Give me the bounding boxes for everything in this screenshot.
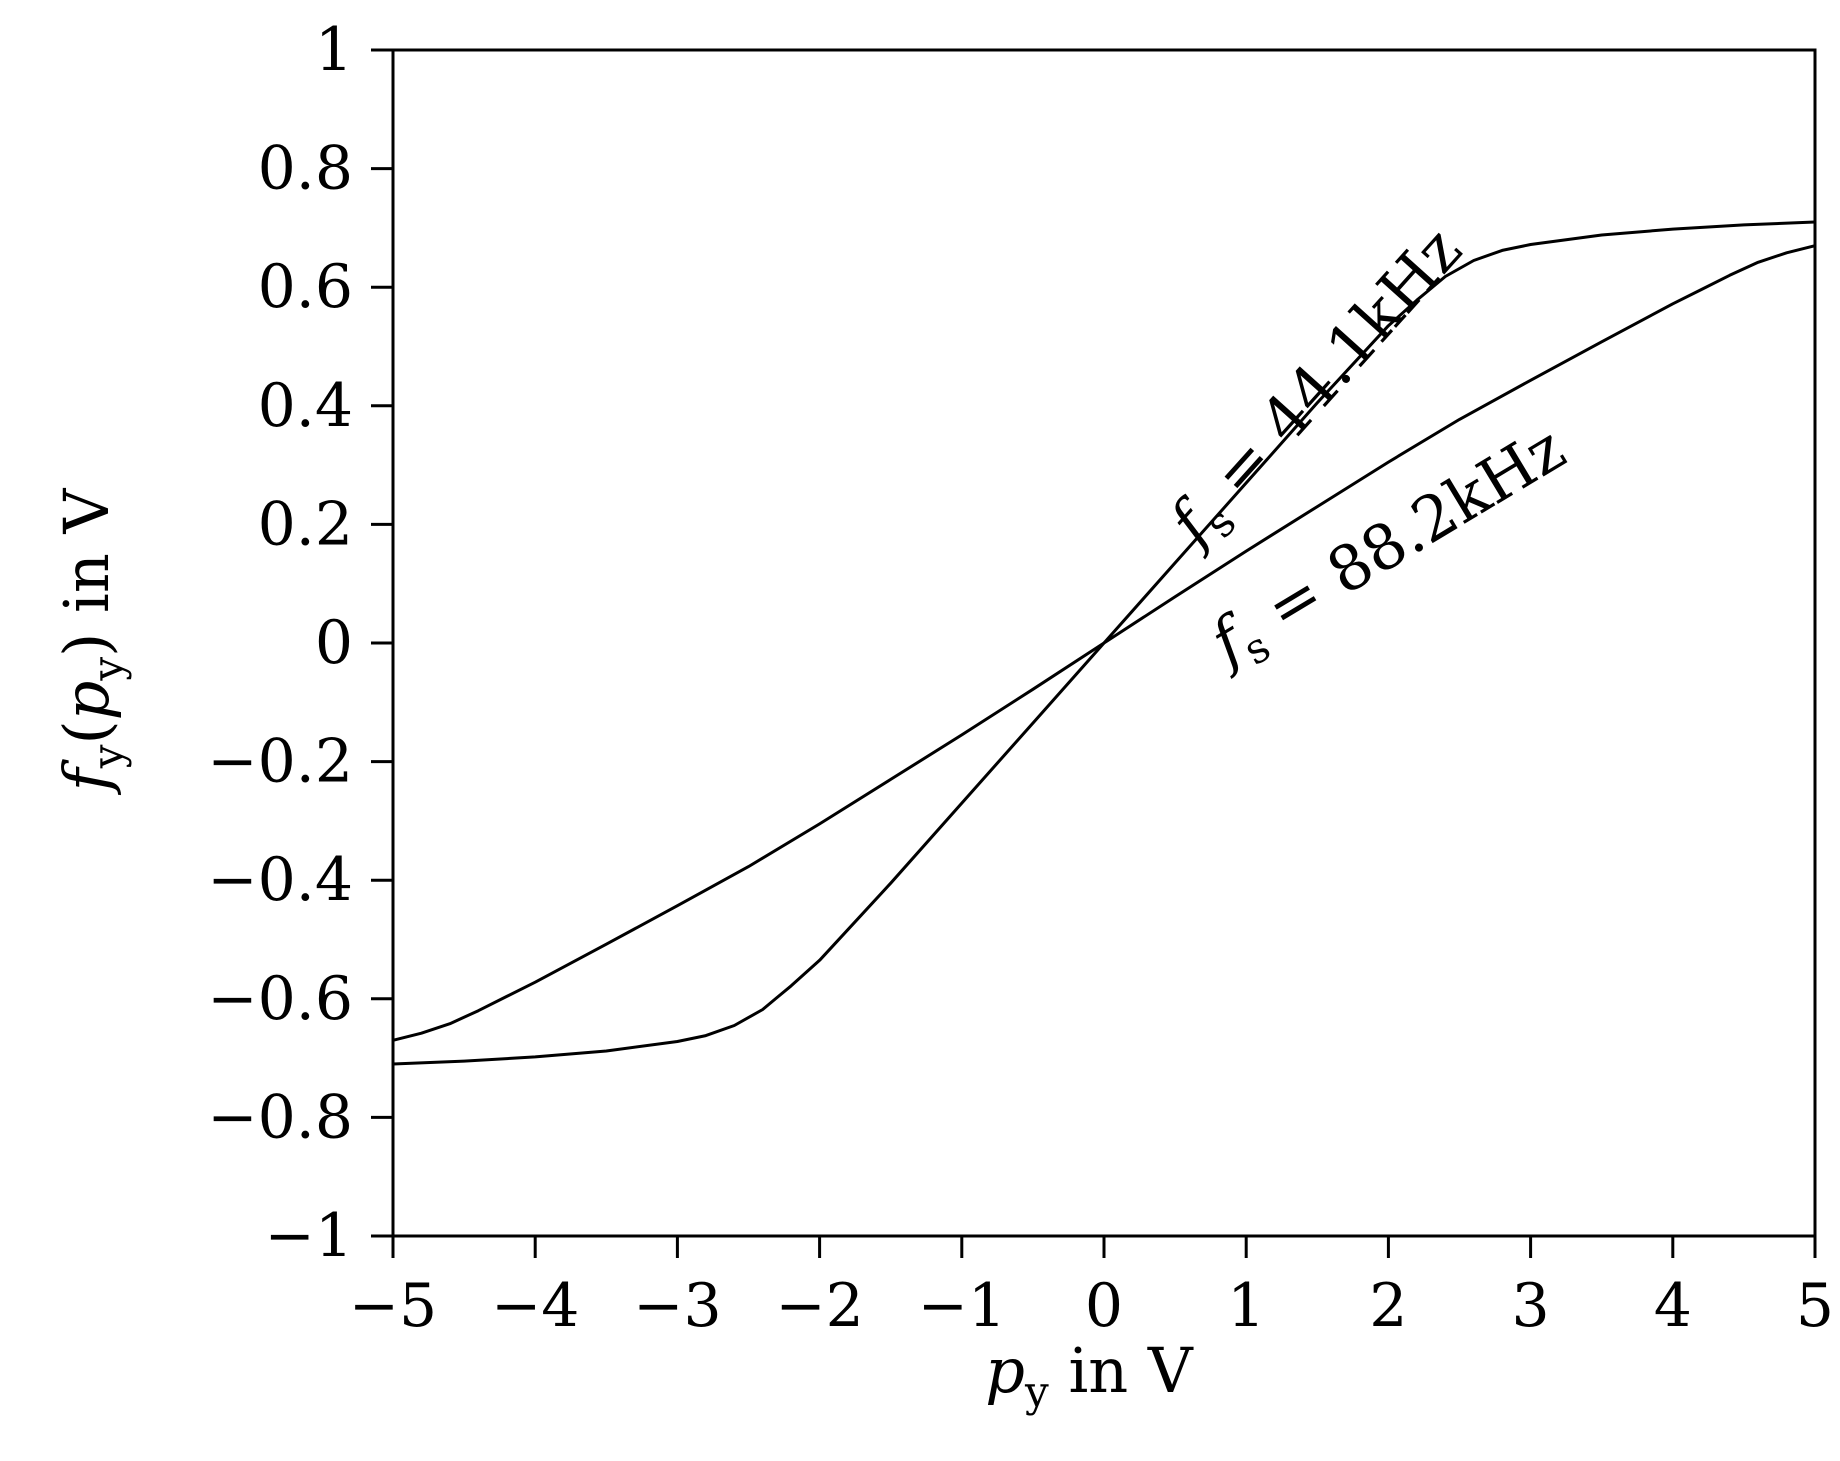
y-axis-label-close-paren: ) <box>50 633 123 657</box>
y-tick-label: 0.6 <box>258 252 353 322</box>
x-axis-label-symbol: p <box>985 1334 1025 1407</box>
plot-frame <box>391 48 1817 1238</box>
x-tick-label: −5 <box>349 1271 437 1341</box>
x-tick-label: −3 <box>633 1271 721 1341</box>
series-line-88-2khz <box>391 244 1817 1042</box>
x-tick-label: −1 <box>918 1271 1006 1341</box>
y-tick-label: 0.4 <box>258 371 353 441</box>
x-axis-label-subscript: y <box>1024 1367 1049 1416</box>
y-axis-label: fy(py) in V <box>50 488 132 796</box>
x-tick-label: 0 <box>1085 1271 1123 1341</box>
x-tick-label: 3 <box>1512 1271 1550 1341</box>
x-tick-label: 1 <box>1227 1271 1265 1341</box>
y-tick-label: 1 <box>315 15 353 85</box>
curves <box>391 220 1817 1066</box>
y-tick-label: −0.8 <box>207 1082 353 1152</box>
x-tick-label: −2 <box>775 1271 863 1341</box>
axis-ticks <box>371 48 1817 1258</box>
y-axis-label-unit: in V <box>50 488 123 633</box>
y-axis-label-arg-subscript: y <box>83 657 132 682</box>
y-tick-label: −0.2 <box>207 727 353 797</box>
y-tick-label: −0.4 <box>207 845 353 915</box>
x-tick-label: 2 <box>1369 1271 1407 1341</box>
y-tick-label: −0.6 <box>207 964 353 1034</box>
y-axis-label-arg-symbol: p <box>50 681 123 721</box>
y-tick-label: −1 <box>265 1201 353 1271</box>
x-tick-label: 5 <box>1796 1271 1834 1341</box>
y-tick-label: 0 <box>315 608 353 678</box>
x-axis-label: py in V <box>985 1334 1194 1416</box>
tick-labels: −5 −4 −3 −2 −1 0 1 2 3 4 5 −1 −0.8 −0.6 −0.4 −0.2 0 0.2 0.… <box>207 15 1834 1341</box>
x-tick-label: 4 <box>1654 1271 1692 1341</box>
y-axis-label-open-paren: ( <box>50 720 123 744</box>
x-axis-label-unit: in V <box>1049 1334 1194 1407</box>
y-tick-label: 0.8 <box>258 134 353 204</box>
y-tick-label: 0.2 <box>258 489 353 559</box>
y-axis-label-subscript: y <box>83 744 132 769</box>
x-tick-label: −4 <box>491 1271 579 1341</box>
